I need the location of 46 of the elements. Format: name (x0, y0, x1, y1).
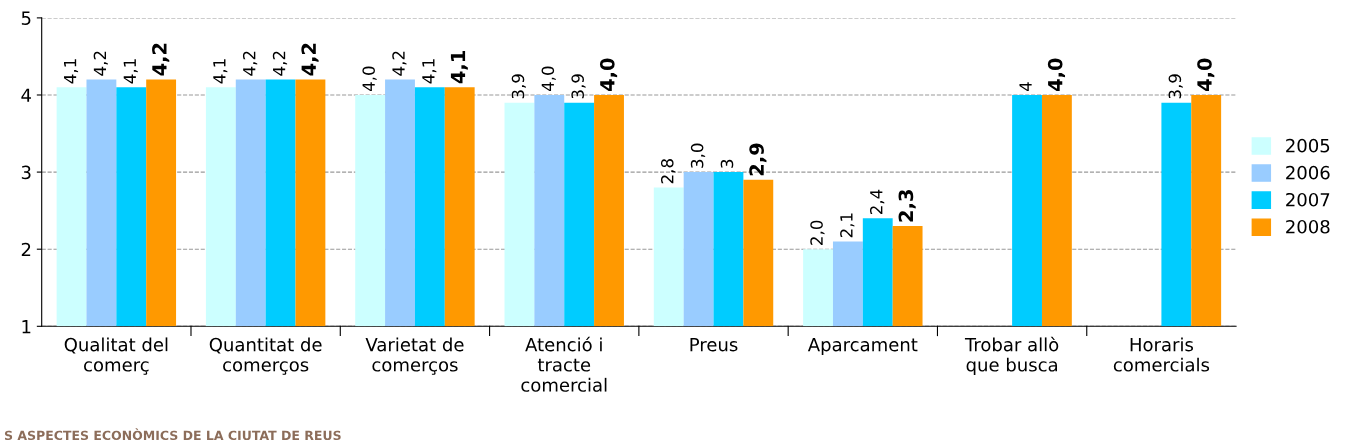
x-tick-label: Preus (690, 337, 738, 352)
data-label: 2,3 (898, 190, 916, 222)
x-tick-label: Qualitat del comerç (64, 337, 168, 375)
data-label: 4 (1019, 82, 1032, 92)
data-label: 4,2 (242, 51, 258, 76)
text: S ASPECTES ECONÒMICS DE LA CIUTAT DE REUS (4, 428, 341, 441)
data-label: 2,1 (840, 213, 855, 238)
data-label: 4,1 (123, 59, 138, 84)
data-label: 2,0 (810, 220, 825, 245)
data-label: 4,0 (599, 58, 618, 92)
data-label: 4,2 (93, 51, 108, 76)
legend-label: 2008 (1286, 219, 1330, 234)
data-label: 3,9 (571, 74, 586, 99)
data-label: 4,2 (301, 43, 319, 76)
legend-label: 2005 (1286, 138, 1330, 153)
data-label: 4,1 (64, 59, 79, 84)
legend-label: 2006 (1286, 165, 1330, 180)
data-label: 2,4 (869, 189, 885, 215)
data-label: 4,1 (422, 59, 437, 84)
x-tick-label: Trobar allò que busca (964, 336, 1059, 376)
data-label: 4,0 (541, 66, 556, 92)
data-label: 4,2 (152, 43, 170, 76)
data-label: 3,9 (1168, 74, 1183, 99)
y-tick-label: 1 (22, 320, 31, 334)
data-label: 4,1 (213, 59, 228, 84)
y-tick-label: 4 (21, 88, 31, 102)
x-tick-label: Horaris comercials (1113, 337, 1210, 372)
data-label: 3,0 (690, 143, 706, 168)
data-label: 4,1 (450, 51, 468, 84)
legend-label: 2007 (1286, 192, 1330, 207)
data-label: 4,2 (272, 51, 288, 76)
data-label: 4,2 (392, 51, 407, 76)
data-label: 4,0 (1197, 58, 1215, 92)
data-label: 4,0 (1047, 58, 1066, 92)
data-label: 2,8 (660, 159, 676, 184)
x-tick-label: Varietat de comerços (365, 337, 464, 375)
x-tick-label: Aparcament (807, 337, 918, 355)
y-tick-label: 2 (21, 242, 31, 257)
x-tick-label: Atenció i tracte comercial (521, 336, 607, 392)
data-label: 3 (720, 159, 734, 168)
x-tick-label: Quantitat de comerços (209, 337, 322, 375)
y-tick-label: 5 (21, 11, 31, 25)
data-label: 2,9 (749, 143, 767, 176)
data-label: 4,0 (362, 66, 377, 92)
data-label: 3,9 (511, 74, 526, 99)
y-tick-label: 3 (21, 165, 31, 180)
